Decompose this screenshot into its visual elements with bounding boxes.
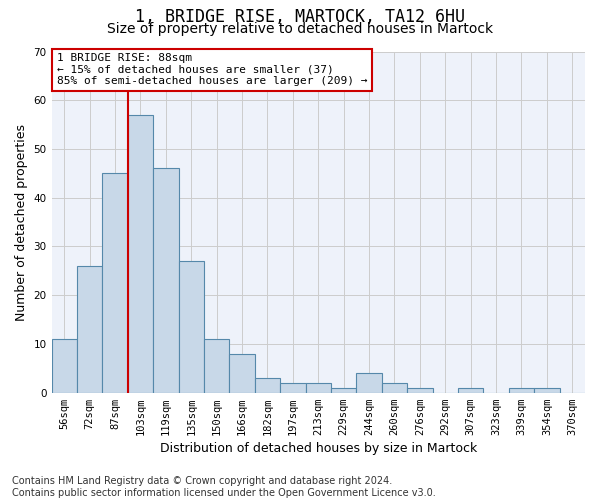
- Text: Contains HM Land Registry data © Crown copyright and database right 2024.
Contai: Contains HM Land Registry data © Crown c…: [12, 476, 436, 498]
- X-axis label: Distribution of detached houses by size in Martock: Distribution of detached houses by size …: [160, 442, 477, 455]
- Bar: [179, 261, 204, 392]
- Bar: [280, 383, 305, 392]
- Y-axis label: Number of detached properties: Number of detached properties: [15, 124, 28, 320]
- Bar: [128, 115, 153, 392]
- Bar: [153, 168, 179, 392]
- Bar: [509, 388, 534, 392]
- Bar: [229, 354, 255, 393]
- Bar: [77, 266, 103, 392]
- Text: Size of property relative to detached houses in Martock: Size of property relative to detached ho…: [107, 22, 493, 36]
- Bar: [382, 383, 407, 392]
- Bar: [204, 339, 229, 392]
- Text: 1, BRIDGE RISE, MARTOCK, TA12 6HU: 1, BRIDGE RISE, MARTOCK, TA12 6HU: [135, 8, 465, 26]
- Bar: [103, 174, 128, 392]
- Bar: [356, 373, 382, 392]
- Bar: [407, 388, 433, 392]
- Text: 1 BRIDGE RISE: 88sqm
← 15% of detached houses are smaller (37)
85% of semi-detac: 1 BRIDGE RISE: 88sqm ← 15% of detached h…: [57, 53, 367, 86]
- Bar: [458, 388, 484, 392]
- Bar: [52, 339, 77, 392]
- Bar: [534, 388, 560, 392]
- Bar: [255, 378, 280, 392]
- Bar: [305, 383, 331, 392]
- Bar: [331, 388, 356, 392]
